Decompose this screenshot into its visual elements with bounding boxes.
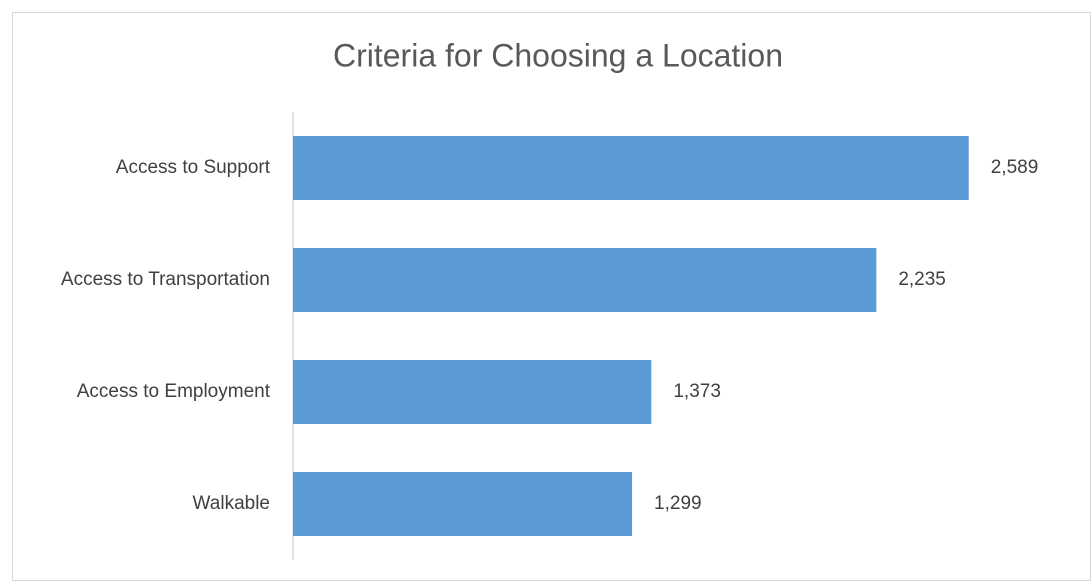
y-tick-label: Access to Employment <box>77 381 271 402</box>
bar <box>293 472 633 536</box>
y-tick-label: Walkable <box>193 493 270 514</box>
bar <box>293 360 652 424</box>
bar <box>293 248 877 312</box>
chart-title: Criteria for Choosing a Location <box>333 37 783 73</box>
data-label: 2,235 <box>898 269 946 290</box>
y-tick-label: Access to Support <box>116 157 271 178</box>
bar <box>293 136 969 200</box>
y-tick-label: Access to Transportation <box>61 269 270 290</box>
data-label: 2,589 <box>991 157 1039 178</box>
data-label: 1,299 <box>654 493 702 514</box>
data-label: 1,373 <box>673 381 721 402</box>
